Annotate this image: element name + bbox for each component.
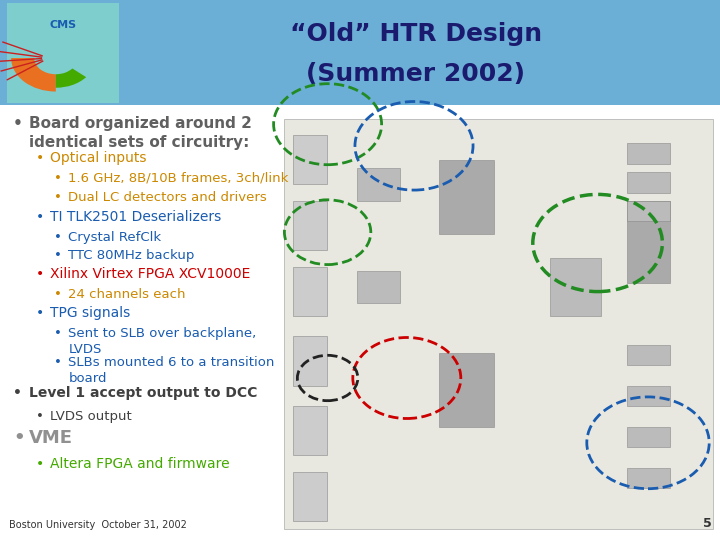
Text: •: •	[13, 386, 22, 400]
Text: •: •	[54, 327, 62, 340]
FancyBboxPatch shape	[293, 472, 327, 521]
FancyBboxPatch shape	[293, 267, 327, 316]
FancyBboxPatch shape	[438, 160, 495, 234]
FancyBboxPatch shape	[627, 345, 670, 365]
Text: (Summer 2002): (Summer 2002)	[306, 62, 526, 86]
FancyBboxPatch shape	[293, 135, 327, 185]
FancyBboxPatch shape	[438, 353, 495, 427]
Text: •: •	[36, 457, 44, 471]
FancyBboxPatch shape	[357, 271, 400, 303]
Text: •: •	[54, 249, 62, 262]
FancyBboxPatch shape	[627, 172, 670, 193]
Text: •: •	[36, 151, 44, 165]
Text: •: •	[36, 306, 44, 320]
Text: 24 channels each: 24 channels each	[68, 288, 186, 301]
Text: •: •	[54, 172, 62, 185]
Text: Optical inputs: Optical inputs	[50, 151, 147, 165]
Text: •: •	[54, 191, 62, 204]
Text: TTC 80MHz backup: TTC 80MHz backup	[68, 249, 195, 262]
Text: Boston University  October 31, 2002: Boston University October 31, 2002	[9, 520, 186, 530]
Wedge shape	[12, 58, 56, 91]
FancyBboxPatch shape	[627, 144, 670, 164]
Text: 1.6 GHz, 8B/10B frames, 3ch/link: 1.6 GHz, 8B/10B frames, 3ch/link	[68, 172, 289, 185]
FancyBboxPatch shape	[7, 3, 119, 103]
Text: •: •	[36, 410, 44, 423]
Text: •: •	[36, 267, 44, 281]
Text: “Old” HTR Design: “Old” HTR Design	[289, 22, 542, 46]
Text: Xilinx Virtex FPGA XCV1000E: Xilinx Virtex FPGA XCV1000E	[50, 267, 251, 281]
FancyBboxPatch shape	[627, 201, 670, 283]
FancyBboxPatch shape	[293, 336, 327, 386]
Text: Board organized around 2
identical sets of circuitry:: Board organized around 2 identical sets …	[29, 116, 252, 150]
Text: CMS: CMS	[50, 19, 76, 30]
Text: TPG signals: TPG signals	[50, 306, 130, 320]
Text: Sent to SLB over backplane,
LVDS: Sent to SLB over backplane, LVDS	[68, 327, 256, 356]
Text: •: •	[54, 288, 62, 301]
Text: •: •	[36, 210, 44, 224]
FancyBboxPatch shape	[293, 406, 327, 455]
FancyBboxPatch shape	[0, 0, 720, 105]
Text: •: •	[54, 231, 62, 244]
FancyBboxPatch shape	[627, 468, 670, 488]
FancyBboxPatch shape	[284, 119, 713, 529]
Text: LVDS output: LVDS output	[50, 410, 132, 423]
Text: •: •	[13, 116, 23, 131]
FancyBboxPatch shape	[357, 168, 400, 201]
Wedge shape	[55, 69, 86, 88]
Text: TI TLK2501 Deserializers: TI TLK2501 Deserializers	[50, 210, 222, 224]
FancyBboxPatch shape	[293, 201, 327, 250]
FancyBboxPatch shape	[550, 258, 601, 316]
Text: Crystal RefClk: Crystal RefClk	[68, 231, 161, 244]
Text: •: •	[13, 429, 24, 447]
Text: Level 1 accept output to DCC: Level 1 accept output to DCC	[29, 386, 257, 400]
FancyBboxPatch shape	[627, 201, 670, 221]
Text: SLBs mounted 6 to a transition
board: SLBs mounted 6 to a transition board	[68, 356, 275, 386]
Text: Altera FPGA and firmware: Altera FPGA and firmware	[50, 457, 230, 471]
Text: Dual LC detectors and drivers: Dual LC detectors and drivers	[68, 191, 267, 204]
Text: •: •	[54, 356, 62, 369]
Text: VME: VME	[29, 429, 73, 447]
FancyBboxPatch shape	[627, 386, 670, 406]
Text: 5: 5	[703, 517, 711, 530]
FancyBboxPatch shape	[627, 427, 670, 447]
